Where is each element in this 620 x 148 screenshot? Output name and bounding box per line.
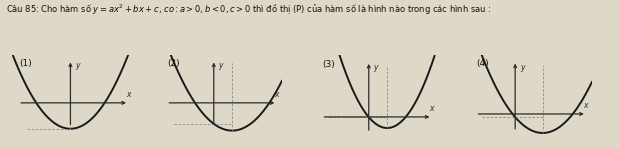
Text: (4): (4) (477, 59, 489, 69)
Text: (1): (1) (19, 59, 32, 68)
Text: y: y (75, 62, 80, 70)
Text: (2): (2) (167, 59, 180, 68)
Text: y: y (219, 62, 223, 70)
Text: x: x (429, 104, 433, 113)
Text: x: x (274, 90, 278, 99)
Text: (3): (3) (322, 60, 335, 69)
Text: y: y (520, 63, 525, 72)
Text: Câu 85: Cho hàm số $y=ax^2+bx+c$, $co: a>0, b<0, c>0$ thì đồ thị (P) của hàm số : Câu 85: Cho hàm số $y=ax^2+bx+c$, $co: a… (6, 3, 492, 17)
Text: x: x (583, 101, 587, 110)
Text: x: x (126, 90, 130, 99)
Text: y: y (374, 63, 378, 73)
